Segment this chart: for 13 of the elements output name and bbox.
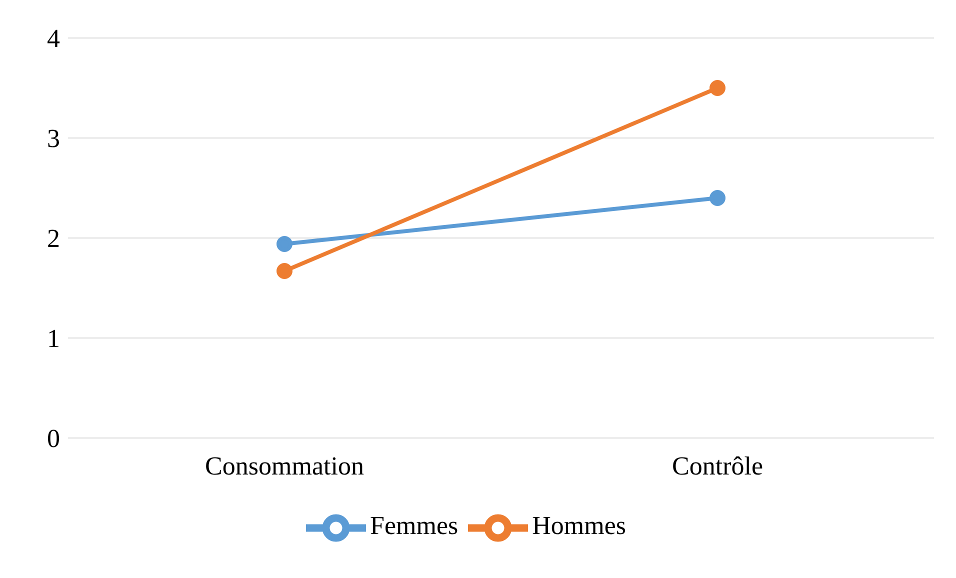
point (710, 80, 726, 96)
legend-label: Femmes (370, 510, 458, 540)
x-tick-label: Consommation (205, 451, 364, 480)
y-tick-label: 1 (47, 324, 60, 354)
y-tick-label: 4 (47, 24, 60, 54)
y-tick-label: 0 (47, 424, 60, 454)
y-tick-label: 2 (47, 224, 60, 254)
point (710, 190, 726, 206)
y-tick-label: 3 (47, 124, 60, 154)
point (276, 236, 292, 252)
legend-label: Hommes (532, 510, 626, 540)
point (276, 263, 292, 279)
x-tick-label: Contrôle (672, 451, 763, 480)
